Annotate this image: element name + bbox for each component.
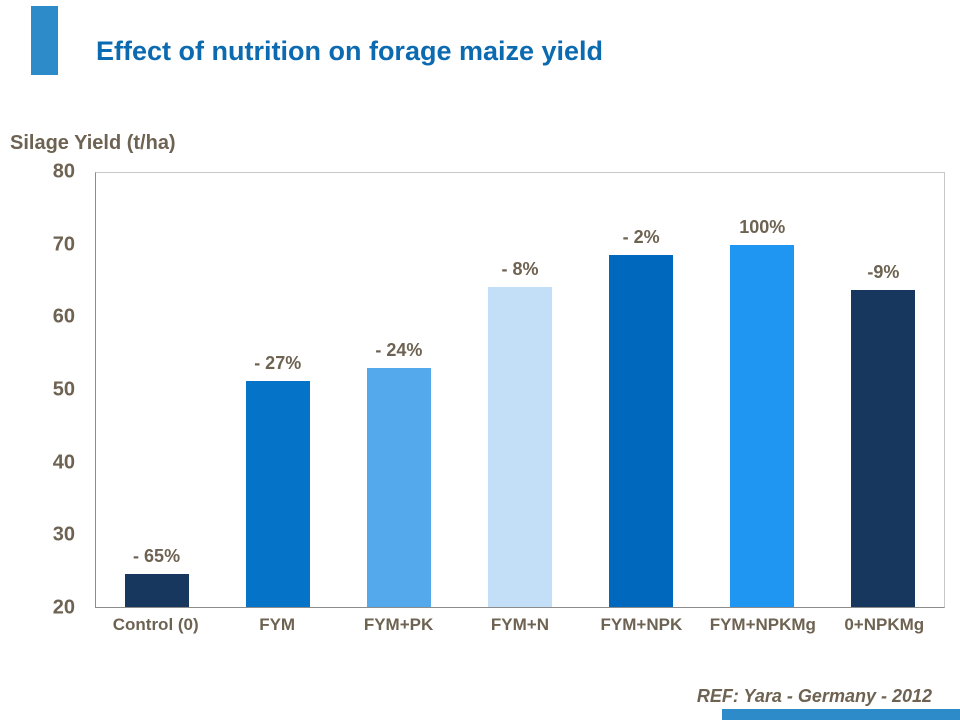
- y-tick-label: 70: [52, 233, 75, 256]
- bar-value-label: - 24%: [375, 340, 423, 361]
- bar-column-7: -9%: [823, 173, 944, 607]
- plot-area: - 65% - 27% - 24% - 8% - 2% 100% -9%: [95, 172, 945, 608]
- bar-column-5: - 2%: [581, 173, 702, 607]
- bar-value-label: - 8%: [501, 259, 539, 280]
- bar-column-6: 100%: [702, 173, 823, 607]
- category-label: Control (0): [112, 615, 199, 634]
- bar: [609, 254, 674, 607]
- y-axis-tick-labels: 80 70 60 50 40 30 20: [0, 161, 85, 619]
- category-label: 0+NPKMg: [844, 615, 925, 634]
- y-tick-label: 30: [52, 523, 75, 546]
- category-label: FYM+PK: [363, 615, 434, 634]
- bar: [487, 287, 552, 607]
- bar-column-3: - 24%: [338, 173, 459, 607]
- bar-value-label: -9%: [867, 262, 900, 283]
- bar-value-label: - 65%: [133, 546, 181, 567]
- category-label: FYM+NPK: [600, 615, 683, 634]
- y-tick-label: 50: [52, 378, 75, 401]
- top-left-accent-bar: [31, 6, 58, 75]
- bar: [366, 368, 431, 607]
- bar: [124, 574, 189, 607]
- bar: [851, 290, 916, 607]
- reference-note: REF: Yara - Germany - 2012: [696, 686, 932, 706]
- bar-value-label: - 27%: [254, 353, 302, 374]
- y-tick-label: 60: [52, 305, 75, 328]
- category-label: FYM+NPKMg: [709, 615, 816, 634]
- y-tick-label: 40: [52, 451, 75, 474]
- bar-column-1: - 65%: [96, 173, 217, 607]
- category-label: FYM+N: [490, 615, 550, 634]
- bar-column-2: - 27%: [217, 173, 338, 607]
- y-tick-label: 80: [52, 160, 75, 183]
- bar: [245, 381, 310, 607]
- bottom-right-accent-bar: [722, 709, 960, 720]
- bar-value-label: - 2%: [622, 226, 660, 247]
- y-axis-title: Silage Yield (t/ha): [10, 132, 176, 154]
- category-label: FYM: [259, 615, 296, 634]
- slide-title: Effect of nutrition on forage maize yiel…: [96, 36, 604, 66]
- bars: - 65% - 27% - 24% - 8% - 2% 100% -9%: [96, 173, 944, 607]
- bar-column-4: - 8%: [459, 173, 580, 607]
- x-axis-category-labels: Control (0) FYM FYM+PK FYM+N FYM+NPK FYM+NPKM…: [95, 615, 945, 635]
- bar-value-label: 100%: [739, 217, 786, 238]
- y-tick-label: 20: [52, 596, 75, 619]
- bar: [730, 245, 795, 607]
